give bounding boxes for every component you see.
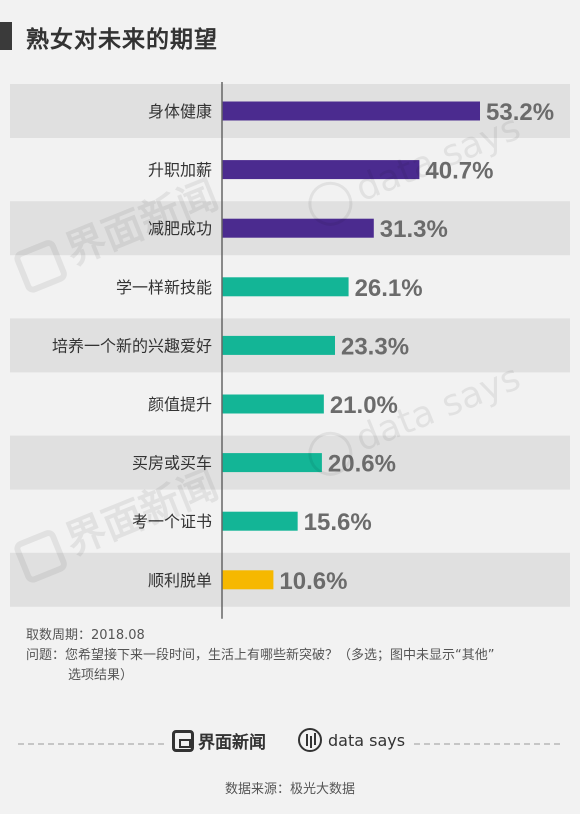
footer-divider-left xyxy=(18,743,166,745)
footer-brand-jiemian: 界面新闻 xyxy=(172,728,266,753)
title-accent-block xyxy=(0,22,12,50)
bar xyxy=(222,160,420,180)
row-band xyxy=(10,552,570,607)
category-label: 买房或买车 xyxy=(132,454,212,473)
title-bar: 熟女对未来的期望 xyxy=(0,0,580,70)
category-label: 身体健康 xyxy=(148,102,212,121)
category-label: 升职加薪 xyxy=(148,161,212,180)
page-title: 熟女对未来的期望 xyxy=(26,27,218,53)
chart-notes: 取数周期：2018.08 问题：您希望接下来一段时间，生活上有哪些新突破？（多选… xyxy=(26,626,566,686)
category-label: 培养一个新的兴趣爱好 xyxy=(52,336,212,355)
footer-brand-datasays-text: data says xyxy=(328,730,406,750)
bar xyxy=(222,218,374,238)
bar xyxy=(222,511,298,531)
bar xyxy=(222,570,274,590)
category-label: 顺利脱单 xyxy=(148,571,212,590)
value-label: 31.3% xyxy=(380,216,448,243)
note-period: 取数周期：2018.08 xyxy=(26,628,145,643)
value-label: 26.1% xyxy=(355,275,423,302)
value-label: 21.0% xyxy=(330,392,398,419)
bar xyxy=(222,453,322,473)
footer-divider-right xyxy=(414,743,562,745)
category-label: 颜值提升 xyxy=(148,395,212,414)
note-question: 问题：您希望接下来一段时间，生活上有哪些新突破？（多选；图中未显示“其他” xyxy=(26,648,495,663)
value-label: 23.3% xyxy=(341,333,409,360)
data-source: 数据来源：极光大数据 xyxy=(224,782,355,797)
category-label: 考一个证书 xyxy=(132,512,212,531)
value-label: 20.6% xyxy=(328,451,396,478)
bar xyxy=(222,394,324,414)
bar xyxy=(222,101,480,121)
value-label: 15.6% xyxy=(304,509,372,536)
category-label: 学一样新技能 xyxy=(116,278,212,297)
category-label: 减肥成功 xyxy=(148,219,212,238)
bar xyxy=(222,335,335,355)
bar-chart: 身体健康 53.2% 升职加薪 40.7% 减肥成功 31.3% 学一样新技能 26.1% 培养… xyxy=(10,82,570,619)
datasays-logo-icon xyxy=(298,728,322,752)
jiemian-logo-icon xyxy=(172,729,194,752)
footer-brand-datasays: data says xyxy=(298,728,405,752)
value-label: 10.6% xyxy=(279,568,347,595)
bar xyxy=(222,277,349,297)
footer-brand-jiemian-text: 界面新闻 xyxy=(198,733,266,753)
value-label: 40.7% xyxy=(425,158,493,185)
value-label: 53.2% xyxy=(486,99,554,126)
note-question-continued: 选项结果） xyxy=(68,668,134,683)
